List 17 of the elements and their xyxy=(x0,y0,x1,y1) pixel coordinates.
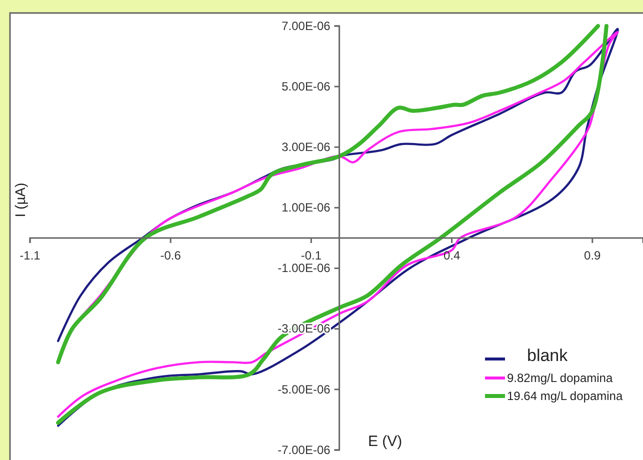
y-tick-label: -1.00E-06 xyxy=(278,261,331,276)
x-axis-title: E (V) xyxy=(368,433,402,450)
x-tick-label: -0.1 xyxy=(300,248,322,263)
x-tick-label: 0.9 xyxy=(584,248,602,263)
legend-label: 19.64 mg/L dopamina xyxy=(507,389,623,403)
legend-label: 9.82mg/L dopamina xyxy=(507,371,613,385)
y-tick-label: 7.00E-06 xyxy=(282,18,331,33)
y-axis-title: I (µA) xyxy=(12,182,28,218)
x-tick-label: -0.6 xyxy=(160,248,182,263)
y-tick-label: 1.00E-06 xyxy=(282,200,331,215)
x-tick-label: 0.4 xyxy=(443,248,460,263)
y-tick-label: -7.00E-06 xyxy=(278,442,331,457)
legend-label: blank xyxy=(527,346,568,365)
y-tick-label: 5.00E-06 xyxy=(282,79,331,94)
y-tick-label: 3.00E-06 xyxy=(282,140,331,154)
x-tick-label: -1.1 xyxy=(20,248,41,263)
y-tick-label: -5.00E-06 xyxy=(278,382,331,396)
